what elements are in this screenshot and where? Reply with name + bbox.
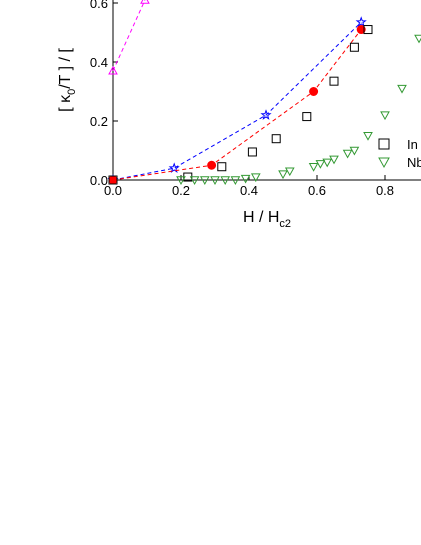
- marker: [355, 16, 367, 27]
- y-tick-label: 0.6: [90, 0, 108, 11]
- marker: [230, 176, 241, 186]
- marker: [315, 160, 326, 169]
- marker: [329, 76, 339, 86]
- y-tick-label: 0.4: [90, 55, 108, 70]
- marker: [240, 174, 251, 184]
- marker: [168, 162, 180, 173]
- marker: [108, 175, 118, 185]
- marker: [349, 146, 360, 156]
- marker: [271, 134, 281, 144]
- marker: [250, 173, 261, 183]
- marker: [260, 109, 272, 120]
- marker: [302, 112, 312, 122]
- y-axis-label: [ κ0/T ] / [: [57, 48, 78, 112]
- legend-marker: [378, 138, 390, 150]
- marker: [247, 147, 257, 157]
- x-tick-label: 0.6: [308, 183, 326, 198]
- marker: [342, 149, 353, 159]
- x-tick-label: 0.0: [104, 183, 122, 198]
- marker: [140, 0, 150, 4]
- marker: [199, 176, 210, 186]
- marker: [349, 42, 359, 52]
- marker: [284, 167, 295, 177]
- marker: [363, 25, 373, 35]
- marker: [207, 160, 217, 170]
- marker: [108, 65, 118, 75]
- marker: [309, 87, 319, 96]
- y-tick-label: 0.0: [90, 173, 108, 188]
- legend-label: In: [407, 137, 418, 152]
- marker: [356, 25, 366, 35]
- marker: [108, 175, 118, 185]
- marker: [329, 155, 339, 165]
- marker: [397, 84, 407, 94]
- marker: [322, 158, 333, 168]
- marker: [220, 176, 231, 186]
- x-tick-label: 0.2: [172, 183, 190, 198]
- marker: [414, 34, 421, 44]
- series-line: [112, 29, 362, 181]
- y-tick-label: 0.2: [90, 114, 108, 129]
- marker: [278, 170, 288, 180]
- series-line: [112, 21, 362, 181]
- marker: [176, 176, 186, 186]
- marker: [210, 176, 220, 186]
- series-line: [112, 0, 146, 72]
- x-tick-label: 0.8: [376, 183, 394, 198]
- marker: [217, 162, 227, 172]
- x-tick-label: 0.4: [240, 183, 258, 198]
- marker: [380, 111, 390, 121]
- marker: [308, 163, 319, 172]
- marker: [363, 132, 373, 141]
- x-axis-label: H / Hc2: [243, 209, 291, 230]
- legend-label: Nb: [407, 155, 421, 170]
- legend-marker: [378, 157, 390, 169]
- marker: [189, 176, 200, 186]
